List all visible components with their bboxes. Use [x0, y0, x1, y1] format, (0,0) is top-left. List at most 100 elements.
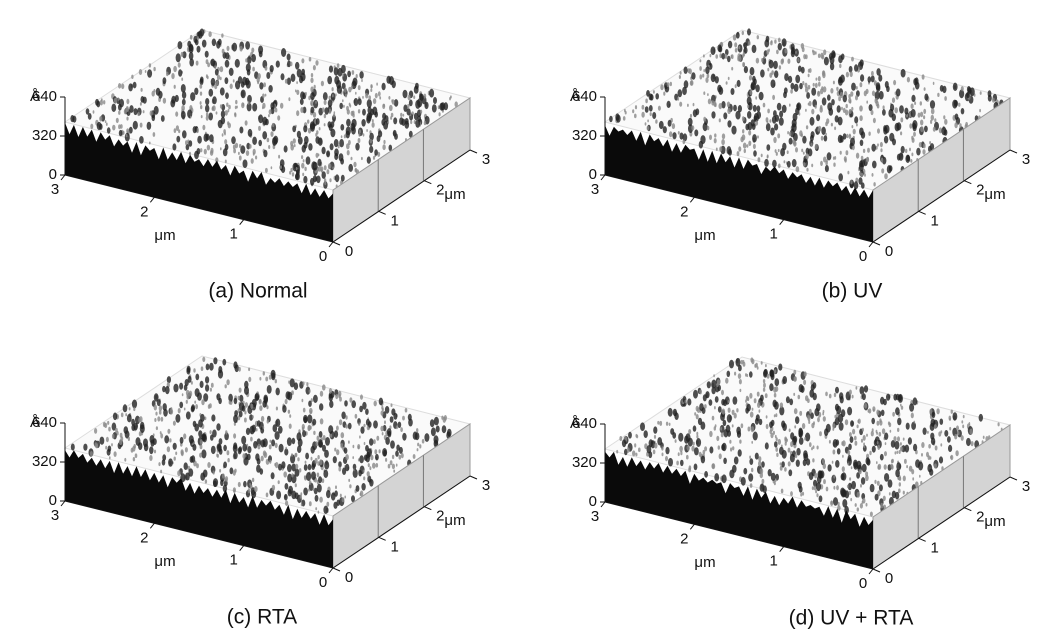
surface-speckle — [366, 99, 372, 108]
surface-speckle — [275, 60, 280, 68]
surface-speckle — [355, 142, 360, 151]
surface-speckle — [861, 463, 867, 473]
surface-speckle — [323, 99, 327, 106]
surface-speckle — [124, 457, 127, 462]
surface-speckle — [686, 445, 690, 451]
surface-speckle — [111, 422, 117, 431]
surface-speckle — [772, 430, 775, 435]
surface-speckle — [291, 453, 293, 457]
surface-speckle — [888, 492, 891, 496]
surface-speckle — [827, 464, 832, 472]
x-tick — [689, 197, 695, 203]
surface-speckle — [232, 470, 236, 476]
surface-speckle — [702, 449, 706, 455]
surface-speckle — [805, 108, 807, 112]
surface-speckle — [388, 76, 394, 85]
surface-speckle — [395, 425, 398, 430]
surface-speckle — [237, 415, 241, 421]
surface-speckle — [931, 411, 936, 418]
surface-speckle — [822, 409, 825, 414]
surface-speckle — [805, 395, 809, 402]
surface-speckle — [808, 100, 812, 107]
surface-speckle — [333, 139, 339, 148]
surface-speckle — [234, 142, 239, 149]
surface-speckle — [841, 106, 843, 111]
surface-speckle — [173, 65, 177, 73]
surface-speckle — [234, 58, 240, 68]
surface-speckle — [679, 445, 683, 452]
surface-speckle — [175, 451, 178, 456]
surface-speckle — [749, 392, 753, 399]
surface-speckle — [864, 173, 866, 177]
surface-speckle — [756, 391, 760, 397]
surface-speckle — [202, 356, 206, 362]
surface-speckle — [928, 444, 931, 449]
surface-speckle — [374, 449, 378, 455]
surface-speckle — [825, 391, 828, 397]
surface-speckle — [158, 410, 162, 415]
surface-speckle — [658, 120, 664, 130]
surface-speckle — [248, 376, 252, 383]
surface-speckle — [328, 163, 332, 169]
surface-speckle — [910, 412, 914, 419]
surface-speckle — [286, 437, 292, 446]
surface-speckle — [311, 161, 317, 171]
surface-speckle — [760, 69, 765, 78]
surface-speckle — [233, 451, 238, 460]
surface-speckle — [181, 91, 187, 99]
surface-speckle — [913, 443, 918, 452]
surface-speckle — [328, 108, 332, 114]
x-axis-label: μm — [154, 553, 175, 570]
surface-speckle — [139, 102, 142, 106]
surface-speckle — [645, 98, 648, 104]
x-tick — [328, 567, 334, 574]
surface-speckle — [270, 472, 275, 480]
surface-speckle — [724, 53, 728, 59]
surface-speckle — [132, 81, 137, 89]
x-tick-label: 3 — [51, 507, 59, 524]
surface-speckle — [937, 92, 940, 97]
surface-speckle — [660, 84, 664, 91]
surface-speckle — [393, 412, 398, 420]
surface-speckle — [793, 83, 799, 92]
surface-speckle — [185, 472, 190, 481]
surface-speckle — [875, 145, 878, 150]
surface-speckle — [674, 439, 677, 443]
surface-speckle — [688, 68, 692, 75]
surface-speckle — [268, 374, 272, 380]
surface-speckle — [205, 59, 209, 65]
surface-speckle — [709, 446, 714, 454]
surface-speckle — [345, 126, 351, 136]
surface-speckle — [815, 77, 818, 81]
surface-speckle — [245, 63, 251, 72]
surface-speckle — [802, 151, 805, 155]
surface-speckle — [212, 96, 217, 105]
surface-speckle — [203, 148, 207, 155]
surface-speckle — [850, 137, 855, 147]
surface-speckle — [823, 479, 826, 485]
surface-speckle — [224, 384, 227, 389]
surface-speckle — [836, 86, 839, 91]
surface-speckle — [729, 439, 732, 444]
surface-speckle — [839, 135, 844, 143]
surface-speckle — [679, 71, 682, 75]
surface-speckle — [954, 122, 958, 129]
surface-speckle — [668, 422, 671, 426]
surface-speckle — [333, 501, 338, 509]
surface-speckle — [340, 432, 345, 439]
surface-speckle — [721, 398, 725, 406]
surface-speckle — [353, 98, 359, 106]
surface-speckle — [181, 77, 184, 81]
surface-speckle — [835, 386, 839, 394]
surface-speckle — [919, 474, 921, 478]
surface-speckle — [161, 459, 166, 466]
surface-speckle — [189, 151, 191, 156]
surface-speckle — [953, 99, 958, 107]
surface-speckle — [830, 88, 834, 94]
surface-speckle — [710, 46, 716, 55]
z-tick-label: 640 — [32, 414, 57, 431]
surface-speckle — [720, 426, 723, 431]
surface-speckle — [288, 97, 291, 102]
surface-speckle — [817, 90, 821, 97]
surface-speckle — [902, 490, 905, 495]
